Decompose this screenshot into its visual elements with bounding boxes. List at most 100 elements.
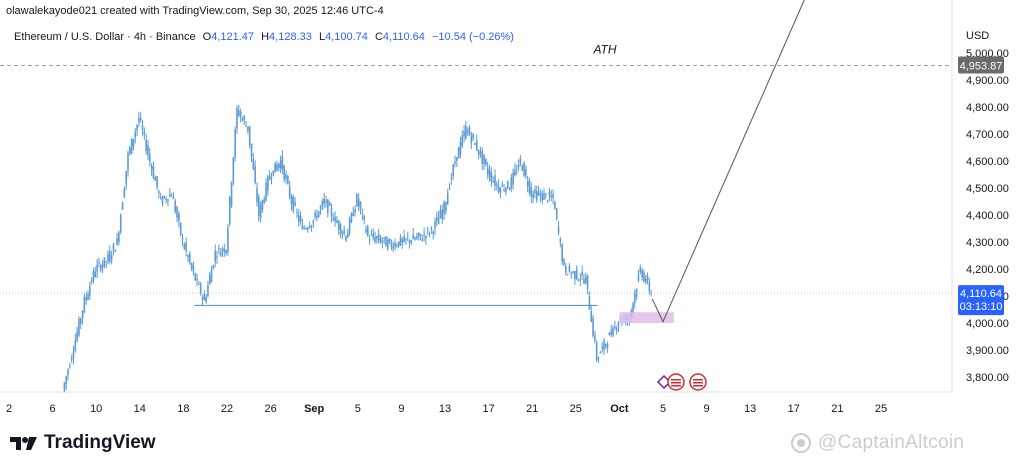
candle-body [341, 232, 344, 234]
symbol-name[interactable]: Ethereum / U.S. Dollar · 4h · Binance [14, 31, 196, 43]
x-tick-label: 26 [264, 403, 276, 415]
candle-body [492, 181, 494, 183]
candle-body [563, 259, 565, 265]
candle-body [194, 273, 197, 281]
candle-body [156, 176, 158, 188]
candle-body [414, 237, 416, 240]
symbol-legend[interactable]: Ethereum / U.S. Dollar · 4h · Binance O 4… [14, 31, 514, 43]
y-tick-label: 4,900.00 [966, 75, 1009, 87]
watermark-text: @CaptainAltcoin [818, 432, 965, 453]
candle-body [359, 201, 362, 210]
candle-body [218, 248, 220, 250]
candle-body [366, 226, 369, 236]
candle-body [461, 135, 464, 147]
candle-body [555, 208, 558, 219]
candle-body [436, 217, 438, 222]
candle-body [385, 236, 387, 247]
candle-body [79, 318, 82, 324]
time-axis[interactable]: 2 6 10 14 18 22 26 Sep 5 9 13 17 21 25 Oct 5 9 13 17 21 25 [6, 403, 887, 415]
candle-body [161, 197, 164, 204]
candle-body [285, 174, 287, 179]
candle-body [343, 230, 345, 234]
candle-body [132, 138, 135, 147]
candle-body [637, 274, 640, 281]
candle-body [641, 269, 643, 278]
candle-body [406, 237, 409, 239]
price-axis[interactable]: USD 3,800.003,900.004,000.004,100.004,20… [966, 30, 1009, 384]
candle-body [314, 212, 316, 217]
candle-body [310, 225, 313, 228]
us-flag-icon[interactable] [689, 373, 707, 391]
us-flag-icon[interactable] [667, 373, 685, 391]
candle-body [138, 117, 140, 123]
candle-body [110, 255, 113, 260]
candle-body [243, 116, 246, 121]
candle-body [584, 276, 587, 284]
overlay-drawings: ATH [0, 0, 952, 323]
candle-body [170, 195, 173, 197]
candle-body [506, 181, 509, 189]
candle-body [63, 382, 66, 391]
candle-body [514, 169, 516, 175]
candle-body [70, 358, 73, 360]
candle-body [510, 177, 513, 189]
candle-body [114, 250, 117, 252]
x-tick-label: 13 [439, 403, 451, 415]
candle-body [261, 200, 264, 210]
candle-body [188, 253, 191, 263]
candle-body [299, 215, 302, 222]
candle-body [439, 209, 442, 219]
candle-body [610, 330, 613, 335]
x-tick-label: Sep [304, 403, 324, 415]
candle-body [348, 219, 351, 234]
projection-path[interactable] [651, 0, 805, 323]
candle-body [501, 184, 504, 187]
candle-body [85, 297, 88, 301]
candle-body [459, 141, 462, 154]
ath-label: ATH [592, 42, 616, 56]
candle-body [454, 161, 456, 164]
open-key: O [202, 31, 212, 43]
candle-body [323, 198, 325, 204]
candle-body [121, 202, 124, 211]
candle-body [319, 206, 322, 210]
y-tick-label: 4,000.00 [966, 318, 1009, 330]
candle-body [256, 188, 258, 202]
candle-body [632, 303, 634, 314]
candle-body [152, 166, 155, 179]
candle-body [597, 357, 600, 359]
candle-body [535, 191, 538, 200]
candle-body [158, 191, 160, 194]
x-tick-label: 9 [704, 403, 710, 415]
candle-body [394, 242, 396, 247]
candle-body [565, 265, 567, 273]
candle-body [405, 238, 407, 240]
candle-body [479, 152, 482, 155]
candle-body [572, 271, 574, 273]
x-tick-label: 17 [482, 403, 494, 415]
change-value: −10.54 (−0.26%) [431, 31, 514, 43]
candle-body [557, 226, 560, 233]
candle-body [336, 220, 338, 223]
x-tick-label: 2 [6, 403, 12, 415]
y-tick-label: 4,800.00 [966, 102, 1009, 114]
demand-zone[interactable] [619, 312, 674, 323]
y-tick-label: 4,200.00 [966, 264, 1009, 276]
candle-body [178, 213, 180, 221]
candle-body [317, 211, 320, 217]
candle-body [127, 153, 129, 171]
candle-body [301, 225, 304, 229]
candle-body [615, 328, 618, 332]
candle-body [165, 198, 167, 201]
watermark: @CaptainAltcoin [790, 432, 964, 454]
candle-body [99, 265, 102, 271]
high-value: 4,128.33 [269, 31, 312, 43]
candle-body [579, 279, 582, 281]
candle-body [76, 331, 78, 341]
currency-label[interactable]: USD [966, 30, 989, 42]
tradingview-logo[interactable]: TradingView [10, 432, 156, 454]
candle-body [468, 127, 471, 136]
x-tick-label: 21 [526, 403, 538, 415]
candle-body [512, 172, 514, 185]
